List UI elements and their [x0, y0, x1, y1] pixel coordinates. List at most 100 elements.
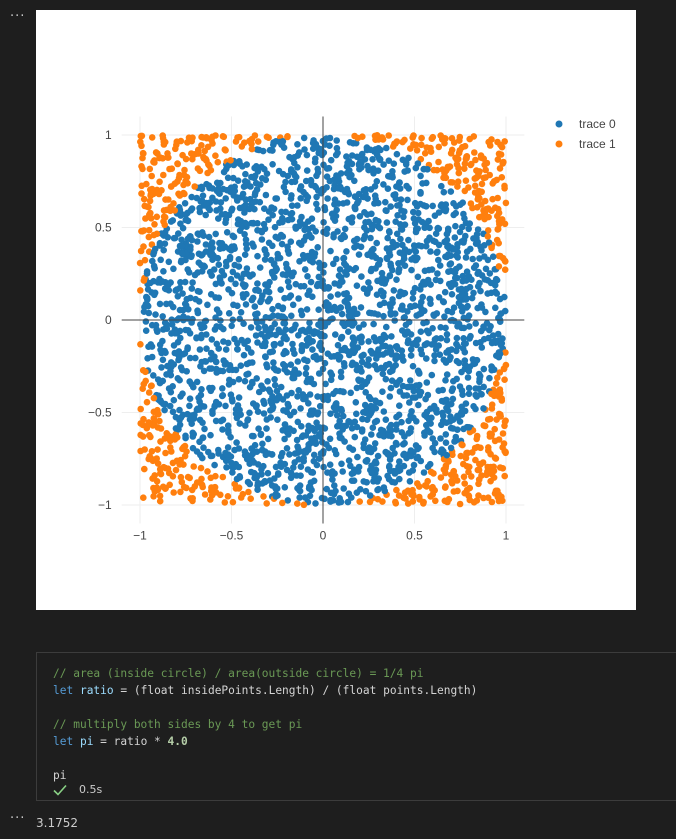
point-trace-0	[454, 254, 462, 261]
point-trace-1	[137, 341, 144, 348]
point-trace-0	[410, 387, 418, 395]
point-trace-0	[393, 421, 400, 429]
point-trace-0	[278, 240, 286, 248]
code-token: float	[342, 684, 377, 697]
point-trace-0	[181, 350, 189, 357]
point-trace-0	[376, 257, 384, 264]
point-trace-0	[175, 356, 182, 364]
point-trace-0	[357, 304, 365, 311]
point-trace-0	[169, 408, 177, 416]
point-trace-0	[397, 225, 405, 233]
point-trace-0	[170, 265, 177, 273]
point-trace-0	[203, 345, 210, 353]
point-trace-0	[264, 333, 271, 340]
legend-label[interactable]: trace 1	[579, 137, 616, 151]
point-trace-0	[449, 425, 457, 432]
point-trace-1	[479, 212, 486, 220]
point-trace-0	[422, 203, 430, 210]
point-trace-0	[200, 403, 208, 410]
point-trace-0	[421, 307, 428, 315]
point-trace-0	[251, 174, 258, 182]
point-trace-1	[450, 468, 457, 475]
point-trace-1	[494, 225, 502, 233]
point-trace-0	[304, 273, 311, 280]
point-trace-0	[343, 153, 350, 160]
point-trace-0	[334, 341, 342, 349]
point-trace-0	[148, 353, 156, 361]
point-trace-0	[287, 210, 294, 218]
point-trace-0	[367, 186, 375, 193]
point-trace-0	[466, 323, 473, 330]
point-trace-1	[393, 486, 400, 494]
point-trace-0	[310, 451, 318, 459]
point-trace-0	[372, 337, 380, 345]
point-trace-1	[143, 398, 151, 406]
point-trace-0	[382, 416, 390, 424]
point-trace-0	[265, 216, 272, 223]
point-trace-0	[277, 231, 285, 239]
point-trace-1	[494, 138, 501, 146]
point-trace-0	[172, 287, 179, 294]
point-trace-1	[156, 417, 163, 425]
code-line	[53, 750, 477, 767]
point-trace-1	[214, 158, 222, 166]
point-trace-0	[369, 424, 377, 432]
point-trace-1	[146, 165, 154, 173]
point-trace-0	[325, 284, 333, 291]
point-trace-0	[460, 425, 467, 433]
point-trace-0	[455, 320, 463, 328]
point-trace-0	[368, 210, 375, 218]
point-trace-1	[161, 138, 169, 146]
cell-more-actions-top[interactable]: ···	[10, 9, 26, 24]
point-trace-0	[371, 440, 379, 447]
point-trace-0	[146, 279, 154, 287]
point-trace-0	[302, 177, 310, 185]
point-trace-0	[317, 323, 325, 331]
point-trace-0	[328, 210, 336, 218]
point-trace-0	[284, 172, 292, 180]
point-trace-1	[445, 458, 452, 465]
point-trace-1	[496, 165, 504, 172]
point-trace-0	[481, 242, 488, 249]
point-trace-1	[389, 143, 397, 150]
point-trace-0	[415, 401, 422, 409]
point-trace-0	[265, 239, 273, 247]
point-trace-1	[146, 431, 153, 439]
point-trace-0	[290, 408, 298, 416]
point-trace-0	[313, 193, 320, 201]
point-trace-0	[279, 305, 286, 313]
point-trace-0	[393, 441, 401, 448]
point-trace-0	[404, 328, 411, 335]
point-trace-1	[142, 368, 149, 376]
point-trace-0	[399, 327, 406, 334]
point-trace-0	[478, 304, 486, 311]
point-trace-0	[230, 233, 238, 241]
point-trace-1	[140, 243, 147, 250]
point-trace-0	[435, 241, 443, 249]
point-trace-0	[409, 394, 417, 401]
code-cell[interactable]: // area (inside circle) / area(outside c…	[36, 652, 676, 801]
point-trace-0	[338, 310, 346, 318]
point-trace-0	[393, 230, 401, 238]
cell-more-actions-output[interactable]: ···	[10, 811, 26, 826]
point-trace-1	[486, 142, 494, 149]
point-trace-0	[465, 424, 473, 431]
code-editor[interactable]: // area (inside circle) / area(outside c…	[53, 665, 477, 784]
point-trace-0	[203, 199, 210, 207]
legend-label[interactable]: trace 0	[579, 117, 616, 131]
point-trace-0	[158, 364, 165, 371]
point-trace-0	[386, 301, 393, 308]
point-trace-0	[287, 238, 295, 245]
point-trace-0	[432, 230, 440, 237]
point-trace-1	[461, 489, 469, 497]
point-trace-0	[345, 190, 353, 198]
point-trace-0	[361, 224, 368, 231]
point-trace-1	[493, 176, 501, 184]
point-trace-0	[433, 310, 441, 317]
point-trace-1	[238, 143, 246, 150]
point-trace-0	[434, 270, 441, 277]
point-trace-0	[295, 295, 302, 302]
y-tick-label: −0.5	[88, 406, 112, 420]
point-trace-0	[367, 347, 375, 355]
point-trace-0	[208, 239, 216, 246]
